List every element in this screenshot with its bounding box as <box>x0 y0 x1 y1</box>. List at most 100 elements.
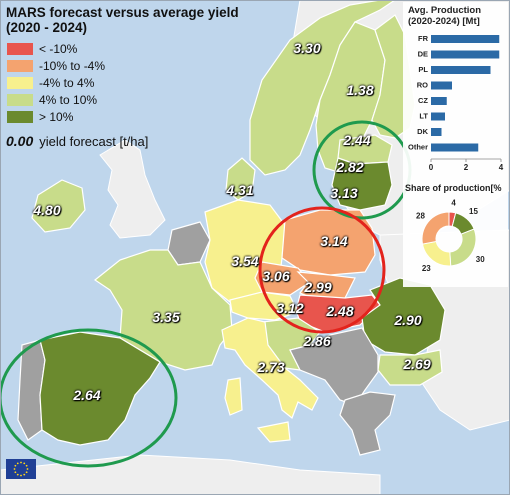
uk-land <box>99 139 166 239</box>
production-panel-title: Avg. Production (2020-2024) [Mt] <box>408 5 481 27</box>
legend-class-2: -10% to -4% <box>7 59 105 73</box>
bar-category-label: FR <box>418 34 429 43</box>
eu-star-icon <box>23 473 26 476</box>
share-slice-label: 23 <box>422 264 431 273</box>
share-slice <box>449 228 477 267</box>
yield-label-italy: 2.73 <box>257 359 285 375</box>
legend-class-3: -4% to 4% <box>7 76 94 90</box>
eu-stars-icon <box>13 461 29 477</box>
eu-star-icon <box>23 462 26 465</box>
production-bar <box>431 143 479 152</box>
region-italy <box>221 317 319 419</box>
share-slice <box>421 211 450 245</box>
legend-swatch <box>7 94 33 106</box>
legend-class-label: > 10% <box>39 110 74 124</box>
bar-category-label: PL <box>418 65 428 74</box>
yield-label-spain: 2.64 <box>73 387 101 403</box>
region-sicily <box>256 421 291 443</box>
share-donut-chart: 4 15 30 23 28 <box>416 198 485 273</box>
x-tick-label: 2 <box>464 163 469 172</box>
legend-class-label: 4% to 10% <box>39 93 98 107</box>
eu-star-icon <box>20 461 22 464</box>
bar-category-label: RO <box>417 81 428 90</box>
yield-label-sweden: 1.38 <box>346 82 374 98</box>
yield-label-norway: 3.30 <box>293 40 321 56</box>
highlight-circle-central-europe <box>258 206 386 334</box>
production-bar-chart: FR DE PL RO CZ LT DK Other 0 2 4 <box>408 34 504 172</box>
production-bar <box>431 112 445 121</box>
eu-flag-logo <box>6 459 36 479</box>
region-greece <box>339 391 396 456</box>
legend-class-4: 4% to 10% <box>7 93 97 107</box>
share-slice-label: 4 <box>451 198 456 207</box>
yield-label-croatia: 2.86 <box>303 333 331 349</box>
region-austria <box>229 291 299 321</box>
region-czechia <box>254 261 311 296</box>
legend-title: MARS forecast versus average yield (2020… <box>6 5 239 35</box>
bar-category-label: LT <box>419 112 428 121</box>
region-ireland <box>31 179 86 233</box>
legend-title-line2: (2020 - 2024) <box>6 20 88 35</box>
yield-label-ireland: 4.80 <box>33 202 61 218</box>
yield-legend-label: yield forecast [t/ha] <box>39 134 149 149</box>
eu-star-icon <box>25 471 28 474</box>
legend-class-label: -4% to 4% <box>39 76 95 90</box>
production-bar <box>431 81 452 90</box>
legend-swatch <box>7 111 33 123</box>
yield-label-hungary: 2.48 <box>326 303 354 319</box>
eu-star-icon <box>13 468 16 470</box>
legend-swatch <box>7 60 33 72</box>
yield-forecast-legend: 0.00 yield forecast [t/ha] <box>6 133 148 149</box>
production-bar <box>431 97 447 105</box>
yield-label-lithuania-south: 3.13 <box>330 185 358 201</box>
eu-star-icon <box>26 468 29 470</box>
share-slice <box>421 240 452 267</box>
legend-class-5: > 10% <box>7 110 73 124</box>
region-france <box>93 249 233 371</box>
production-bar <box>431 66 491 74</box>
bar-category-label: Other <box>408 143 428 152</box>
yield-label-germany: 3.54 <box>231 253 259 269</box>
yield-label-bulgaria: 2.69 <box>403 356 431 372</box>
bar-category-label: DK <box>417 127 428 136</box>
production-title-line1: Avg. Production <box>408 5 482 16</box>
yield-label-austria: 3.12 <box>276 300 304 316</box>
region-sardinia <box>224 377 243 416</box>
x-tick-label: 4 <box>499 163 504 172</box>
yield-label-denmark: 4.31 <box>226 182 254 198</box>
production-bar <box>431 35 500 43</box>
production-title-line2: (2020-2024) [Mt] <box>408 16 480 27</box>
highlight-circle-spain <box>0 328 178 468</box>
yield-label-romania: 2.90 <box>394 312 422 328</box>
production-bar <box>431 50 500 59</box>
eu-star-icon <box>20 474 22 477</box>
x-tick-label: 0 <box>429 163 434 172</box>
legend-class-label: -10% to -4% <box>39 59 106 73</box>
eu-star-icon <box>14 464 17 467</box>
yield-label-latvia: 2.44 <box>343 132 371 148</box>
eu-star-icon <box>14 471 17 474</box>
region-lithuania <box>331 157 393 211</box>
region-denmark <box>225 157 256 201</box>
yield-label-czechia: 3.06 <box>262 268 290 284</box>
eu-star-icon <box>16 462 19 465</box>
bar-category-label: DE <box>418 50 428 59</box>
region-hungary <box>295 294 381 333</box>
share-slice-label: 28 <box>416 211 425 220</box>
legend-swatch <box>7 77 33 89</box>
region-spain <box>39 331 161 446</box>
share-slice-label: 30 <box>476 255 485 264</box>
eu-star-icon <box>16 473 19 476</box>
share-panel-title: Share of production[% <box>405 183 502 193</box>
region-bulgaria <box>377 349 443 386</box>
yield-label-france: 3.35 <box>152 309 180 325</box>
legend-class-label: < -10% <box>39 42 78 56</box>
production-bar <box>431 128 442 136</box>
yield-label-lithuania: 2.82 <box>336 159 364 175</box>
legend-class-1: < -10% <box>7 42 77 56</box>
legend-title-line1: MARS forecast versus average yield <box>6 5 239 20</box>
production-panel: Avg. Production (2020-2024) [Mt] FR DE PL R… <box>403 2 508 287</box>
eu-star-icon <box>25 464 28 467</box>
share-slice-label: 15 <box>469 207 478 216</box>
yield-label-poland: 3.14 <box>320 233 348 249</box>
